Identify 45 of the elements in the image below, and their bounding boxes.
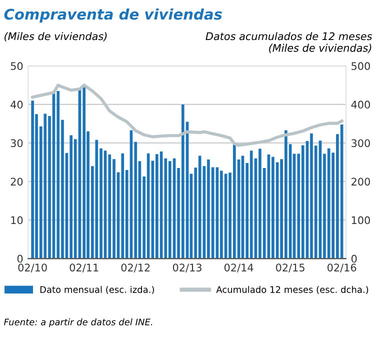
- bar: [95, 140, 98, 259]
- bar: [168, 161, 172, 259]
- bar: [56, 90, 60, 259]
- y-tick-label: 10: [11, 216, 23, 224]
- bar: [181, 104, 184, 259]
- bar: [121, 153, 124, 259]
- x-tick-label: 02/12: [121, 264, 150, 272]
- source-note: Fuente: a partir de datos del INE.: [4, 318, 152, 328]
- bar: [156, 154, 158, 259]
- y-axis-title: (Miles de viviendas): [4, 32, 107, 42]
- y2-tick-label: 200: [352, 178, 370, 186]
- bar: [220, 170, 223, 259]
- bar: [108, 154, 112, 259]
- y2-tick-label: 0: [351, 254, 357, 263]
- line-series: [31, 84, 344, 147]
- y2-tick-label: 300: [352, 139, 370, 148]
- y-tick-label: 20: [10, 178, 23, 186]
- x-tick-label: 02/15: [276, 264, 304, 272]
- x-tick-label: 02/13: [172, 264, 202, 272]
- y2-axis-title: Datos acumulados de 12 meses (Miles de viviendas): [206, 32, 372, 54]
- x-tick-label: 02/10: [18, 264, 47, 272]
- bar: [250, 150, 253, 259]
- y2-tick-label: 100: [352, 216, 370, 224]
- bar: [327, 148, 330, 259]
- y-tick-label: 30: [10, 139, 23, 148]
- bar: [258, 148, 262, 259]
- legend-label: Acumulado 12 meses (esc. dcha.): [216, 286, 368, 294]
- y-tick-label: 0: [17, 254, 23, 263]
- bar: [31, 100, 34, 259]
- bar: [272, 156, 274, 259]
- y-tick-label: 50: [10, 62, 23, 70]
- legend-label: Dato mensual (esc. izda.): [40, 286, 154, 294]
- x-tick-label: 02/16: [328, 264, 356, 272]
- bar: [82, 85, 86, 259]
- x-tick-label: 02/11: [70, 264, 98, 272]
- bar: [301, 145, 304, 259]
- bar: [44, 114, 47, 259]
- bar: [207, 160, 210, 259]
- y2-tick-label: 500: [352, 62, 370, 70]
- y-tick-label: 40: [10, 100, 23, 109]
- y2-tick-label: 400: [351, 100, 370, 109]
- chart-title: Compraventa de viviendas: [4, 8, 222, 23]
- bar: [340, 124, 344, 259]
- x-tick-label: 02/14: [224, 264, 254, 272]
- bar: [70, 135, 73, 259]
